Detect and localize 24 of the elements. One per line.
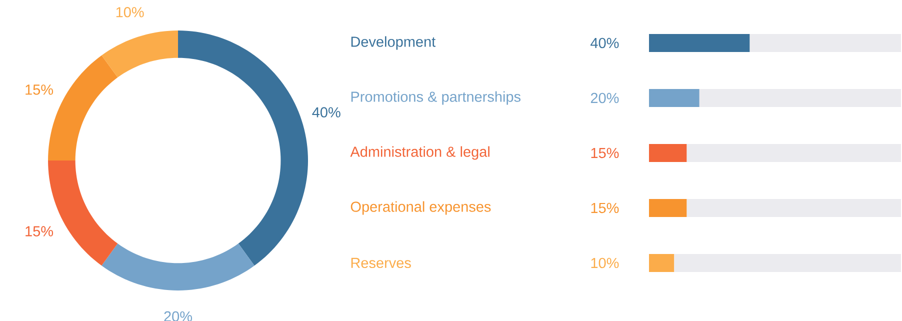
data-label: 20% bbox=[590, 92, 619, 104]
y-tick-label: Promotions & partnerships bbox=[351, 91, 520, 105]
bar bbox=[686, 144, 901, 162]
data-label: 40% bbox=[312, 107, 340, 118]
y-tick-label: Administration & legal bbox=[350, 146, 490, 160]
bar bbox=[648, 144, 687, 162]
data-label: 10% bbox=[591, 258, 619, 268]
bar bbox=[686, 198, 901, 217]
data-label: 15% bbox=[26, 84, 54, 95]
data-label: 15% bbox=[26, 226, 54, 236]
data-label: 10% bbox=[116, 7, 144, 18]
data-label: 40% bbox=[590, 38, 619, 48]
data-label: 15% bbox=[591, 202, 619, 214]
bar bbox=[674, 254, 901, 272]
bar bbox=[648, 89, 700, 107]
y-tick-label: Operational expenses bbox=[350, 201, 491, 215]
y-tick-label: Development bbox=[351, 36, 436, 50]
y-tick-label: Reserves bbox=[351, 258, 411, 268]
bar bbox=[699, 89, 901, 107]
data-label: 15% bbox=[591, 148, 619, 158]
bar bbox=[750, 34, 901, 52]
bar bbox=[648, 198, 687, 217]
bar bbox=[648, 254, 674, 272]
bar bbox=[648, 34, 750, 52]
